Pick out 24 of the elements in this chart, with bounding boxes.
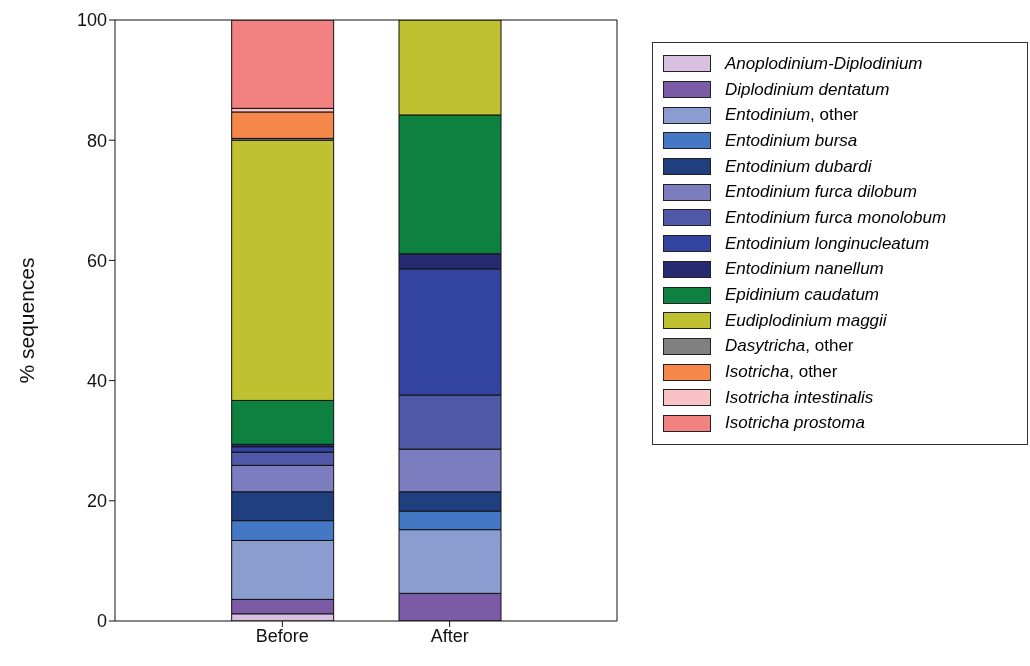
y-tick-label: 40	[86, 370, 107, 391]
legend-label: Entodinium nanellum	[725, 259, 884, 280]
y-tick-label: 0	[96, 611, 107, 632]
legend-label: Entodinium, other	[725, 105, 859, 126]
y-tick-label: 80	[86, 130, 107, 151]
legend-label: Anoplodinium-Diplodinium	[725, 53, 923, 74]
legend-label: Isotricha prostoma	[725, 413, 865, 434]
legend-label: Entodinium furca monolobum	[725, 207, 947, 228]
legend-label: Epidinium caudatum	[725, 285, 880, 306]
legend-label: Entodinium longinucleatum	[725, 233, 930, 254]
legend-label: Eudiplodinium maggii	[725, 310, 887, 331]
legend-label: Isotricha, other	[725, 362, 838, 383]
y-tick-label: 100	[76, 10, 107, 31]
y-tick-label: 60	[86, 250, 107, 271]
legend-label: Isotricha intestinalis	[725, 387, 874, 408]
legend-label: Entodinium furca dilobum	[725, 182, 917, 203]
legend-label: Diplodinium dentatum	[725, 79, 890, 100]
y-axis-title: % sequences	[15, 257, 39, 384]
x-tick-label: Before	[255, 625, 309, 646]
x-tick-label: After	[430, 625, 469, 646]
legend-label: Entodinium dubardi	[725, 156, 872, 177]
legend-label: Dasytricha, other	[725, 336, 854, 357]
legend-label: Entodinium bursa	[725, 130, 858, 151]
y-tick-label: 20	[86, 491, 107, 512]
